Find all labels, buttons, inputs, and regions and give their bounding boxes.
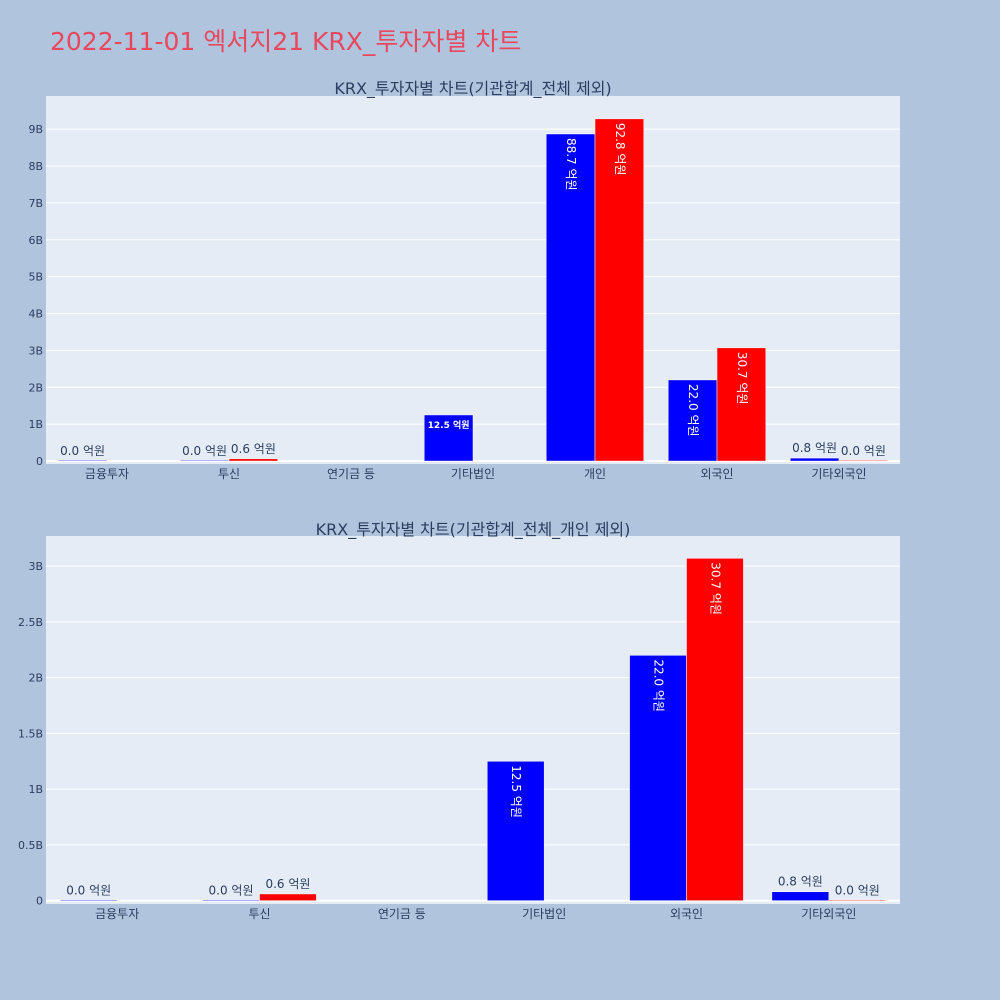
x-tick-label: 금융투자	[85, 467, 129, 481]
data-label: 0.0 억원	[835, 884, 880, 898]
x-tick-label: 기타법인	[522, 907, 566, 921]
y-tick-label: 9B	[28, 123, 43, 136]
data-label: 0.8 억원	[778, 875, 823, 889]
y-tick-label: 3B	[28, 344, 43, 357]
y-tick-label: 6B	[28, 234, 43, 247]
page-title: 2022-11-01 엑서지21 KRX_투자자별 차트	[50, 27, 522, 56]
data-label: 22.0 억원	[652, 659, 666, 712]
x-tick-label: 개인	[584, 467, 606, 481]
bar	[686, 558, 744, 901]
y-tick-label: 0.5B	[18, 839, 43, 852]
plot-area	[46, 536, 900, 904]
bar	[59, 899, 118, 901]
data-label: 12.5 억원	[509, 765, 523, 818]
x-tick-label: 외국인	[670, 907, 703, 921]
bar	[545, 133, 596, 462]
data-label: 0.0 억원	[60, 444, 105, 458]
data-label: 0.0 억원	[182, 444, 227, 458]
y-tick-label: 0	[36, 455, 43, 468]
bar	[259, 893, 317, 901]
bar	[423, 414, 474, 462]
y-tick-label: 1B	[28, 418, 43, 431]
y-tick-label: 7B	[28, 197, 43, 210]
plot-area	[46, 96, 900, 464]
bar	[57, 460, 108, 462]
bar	[789, 457, 840, 462]
bar	[202, 899, 260, 901]
x-tick-label: 투신	[248, 907, 270, 921]
y-tick-label: 3B	[28, 560, 43, 573]
data-label: 0.0 억원	[841, 444, 886, 458]
bar	[594, 118, 645, 462]
data-label: 12.5 억원	[428, 419, 470, 431]
y-tick-label: 5B	[28, 271, 43, 284]
y-tick-label: 2B	[28, 381, 43, 394]
x-tick-label: 연기금 등	[327, 467, 375, 481]
bar	[771, 891, 830, 901]
data-label: 0.8 억원	[792, 441, 837, 455]
data-label: 30.7 억원	[735, 352, 749, 405]
data-label: 0.6 억원	[265, 877, 310, 891]
y-tick-label: 2.5B	[18, 616, 43, 629]
bar	[667, 379, 718, 462]
chart-title: KRX_투자자별 차트(기관합계_전체 제외)	[334, 79, 611, 99]
y-tick-label: 1.5B	[18, 727, 43, 740]
x-tick-label: 기타법인	[451, 467, 495, 481]
bar	[716, 347, 767, 462]
y-tick-label: 8B	[28, 160, 43, 173]
bar	[828, 899, 887, 901]
data-label: 30.7 억원	[708, 562, 722, 615]
data-label: 0.6 억원	[231, 442, 276, 456]
chart-title: KRX_투자자별 차트(기관합계_전체_개인 제외)	[316, 520, 631, 540]
x-tick-label: 연기금 등	[378, 907, 426, 921]
x-tick-label: 기타외국인	[801, 907, 856, 921]
y-tick-label: 0	[36, 895, 43, 908]
y-tick-label: 1B	[28, 783, 43, 796]
x-tick-label: 투신	[218, 467, 240, 481]
bar	[838, 460, 889, 462]
data-label: 0.0 억원	[66, 884, 111, 898]
data-label: 22.0 억원	[686, 384, 700, 437]
bar	[486, 761, 545, 901]
bar	[629, 655, 687, 901]
x-tick-label: 금융투자	[95, 907, 139, 921]
y-tick-label: 2B	[28, 672, 43, 685]
x-tick-label: 기타외국인	[811, 467, 866, 481]
y-tick-label: 4B	[28, 308, 43, 321]
data-label: 0.0 억원	[209, 884, 254, 898]
bar	[228, 458, 279, 462]
x-tick-label: 외국인	[700, 467, 733, 481]
data-label: 92.8 억원	[613, 123, 627, 176]
bar	[179, 460, 230, 462]
data-label: 88.7 억원	[564, 138, 578, 191]
